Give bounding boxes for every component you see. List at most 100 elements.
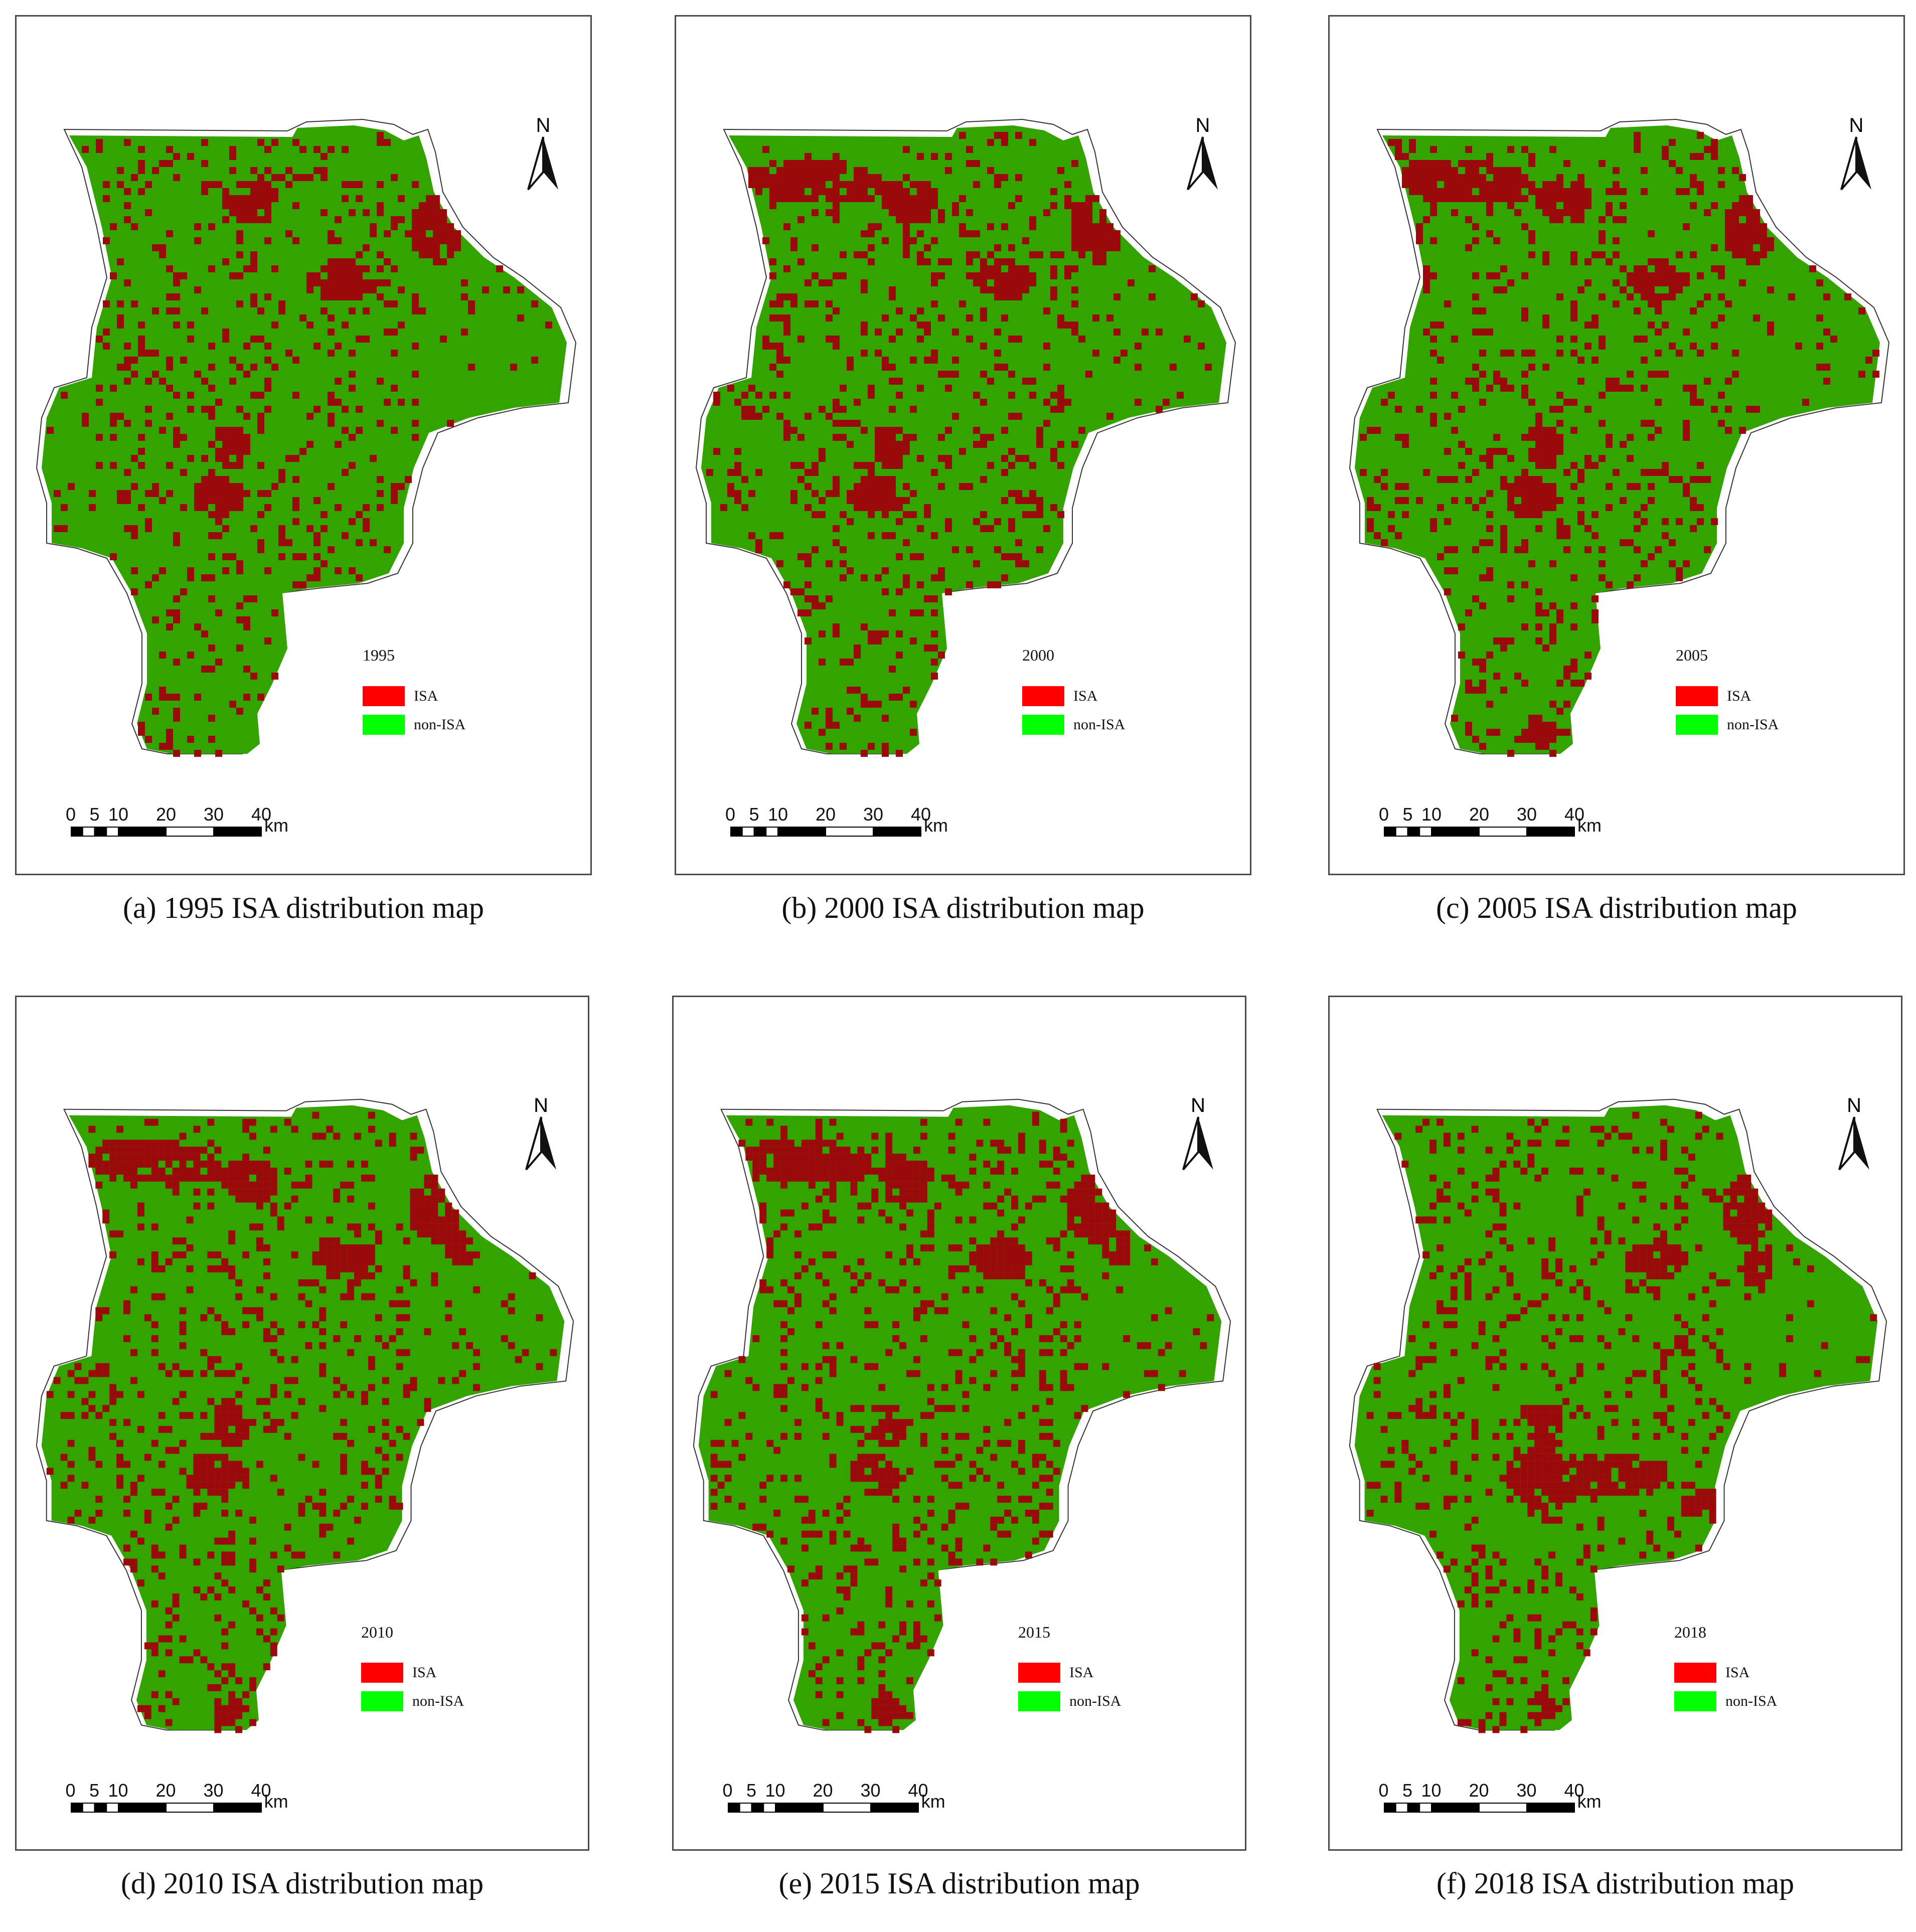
isa-cell — [1688, 1293, 1695, 1301]
isa-cell — [850, 1475, 858, 1482]
isa-cell — [1402, 174, 1409, 181]
isa-cell — [822, 1154, 830, 1161]
isa-cell — [1765, 1272, 1773, 1279]
isa-cell — [1444, 1181, 1451, 1189]
isa-cell — [910, 314, 917, 321]
isa-cell — [1556, 406, 1563, 413]
isa-cell — [780, 1133, 788, 1140]
isa-cell — [1751, 1230, 1759, 1238]
isa-cell — [452, 1258, 459, 1265]
isa-cell — [215, 609, 222, 616]
isa-cell — [152, 574, 159, 581]
isa-cell — [1486, 511, 1493, 518]
isa-cell — [321, 293, 328, 300]
isa-cell — [1563, 546, 1570, 553]
isa-cell — [1695, 1510, 1702, 1517]
isa-cell — [794, 1230, 802, 1238]
isa-cell — [1081, 1195, 1088, 1203]
isa-cell — [412, 434, 419, 441]
isa-cell — [207, 1586, 215, 1594]
isa-cell — [1646, 1244, 1654, 1252]
isa-cell — [1542, 490, 1549, 497]
isa-cell — [264, 209, 271, 216]
isa-cell — [1534, 1691, 1542, 1698]
isa-cell — [1648, 230, 1655, 237]
isa-cell — [822, 1412, 830, 1419]
isa-cell — [826, 413, 833, 420]
isa-cell — [349, 258, 356, 265]
isa-cell — [1039, 1147, 1046, 1154]
isa-cell — [1725, 244, 1732, 251]
isa-cell — [1674, 1335, 1681, 1342]
isa-cell — [885, 1174, 893, 1182]
isa-cell — [1001, 455, 1008, 462]
isa-cell — [1067, 1195, 1074, 1203]
isa-cell — [102, 1363, 110, 1370]
isa-cell — [384, 329, 391, 336]
isa-cell — [242, 1195, 249, 1203]
isa-cell — [1535, 715, 1542, 722]
isa-cell — [1591, 314, 1599, 321]
isa-cell — [1521, 434, 1528, 441]
isa-cell — [117, 300, 124, 307]
legend-year: 2000 — [1022, 646, 1054, 664]
isa-cell — [110, 272, 117, 279]
isa-cell — [236, 237, 243, 244]
isa-cell — [1088, 1202, 1095, 1210]
isa-cell — [1653, 1223, 1661, 1231]
isa-cell — [1092, 195, 1099, 202]
isa-cell — [347, 1195, 355, 1203]
isa-cell — [780, 1209, 788, 1217]
isa-cell — [857, 1461, 865, 1468]
isa-cell — [1437, 504, 1444, 511]
isa-cell — [1423, 181, 1430, 188]
isa-cell — [1520, 1482, 1528, 1489]
isa-cell — [892, 1321, 900, 1329]
isa-cell — [242, 1425, 249, 1433]
isa-cell — [214, 1719, 222, 1726]
isa-cell — [892, 1537, 900, 1545]
isa-cell — [1520, 1405, 1528, 1412]
isa-cell — [1597, 1140, 1605, 1147]
isa-cell — [1450, 1321, 1458, 1329]
isa-cell — [1646, 1272, 1654, 1279]
isa-cell — [917, 202, 924, 209]
isa-cell — [123, 1154, 131, 1161]
isa-cell — [1451, 167, 1458, 174]
isa-cell — [396, 1300, 403, 1308]
isa-cell — [861, 321, 868, 329]
isa-cell — [1507, 195, 1514, 202]
isa-cell — [924, 202, 931, 209]
isa-cell — [1520, 1726, 1528, 1733]
isa-cell — [1634, 511, 1641, 518]
isa-cell — [424, 1209, 431, 1217]
isa-cell — [1528, 399, 1535, 406]
isa-cell — [1521, 181, 1528, 188]
isa-cell — [840, 574, 847, 581]
isa-cell — [96, 385, 103, 392]
isa-cell — [1067, 1188, 1074, 1196]
isa-cell — [892, 1286, 900, 1294]
isa-cell — [1751, 1258, 1759, 1265]
isa-cell — [1758, 1216, 1766, 1224]
isa-cell — [790, 588, 797, 595]
isa-cell — [1067, 1286, 1074, 1294]
isa-cell — [243, 195, 250, 202]
isa-cell — [292, 476, 299, 483]
isa-cell — [403, 1314, 410, 1322]
isa-cell — [1641, 188, 1648, 195]
isa-cell — [889, 497, 896, 504]
isa-cell — [857, 1258, 865, 1265]
isa-cell — [1556, 293, 1563, 300]
isa-cell — [299, 581, 306, 588]
isa-cell — [892, 1698, 900, 1705]
isa-cell — [1569, 1482, 1576, 1489]
isa-cell — [403, 1432, 410, 1440]
isa-cell — [1060, 1335, 1067, 1342]
isa-cell — [1478, 1328, 1486, 1336]
isa-cell — [1486, 181, 1493, 188]
isa-cell — [1387, 1446, 1395, 1454]
isa-cell — [1102, 1230, 1109, 1238]
isa-cell — [242, 1307, 249, 1315]
isa-cell — [1751, 1202, 1759, 1210]
